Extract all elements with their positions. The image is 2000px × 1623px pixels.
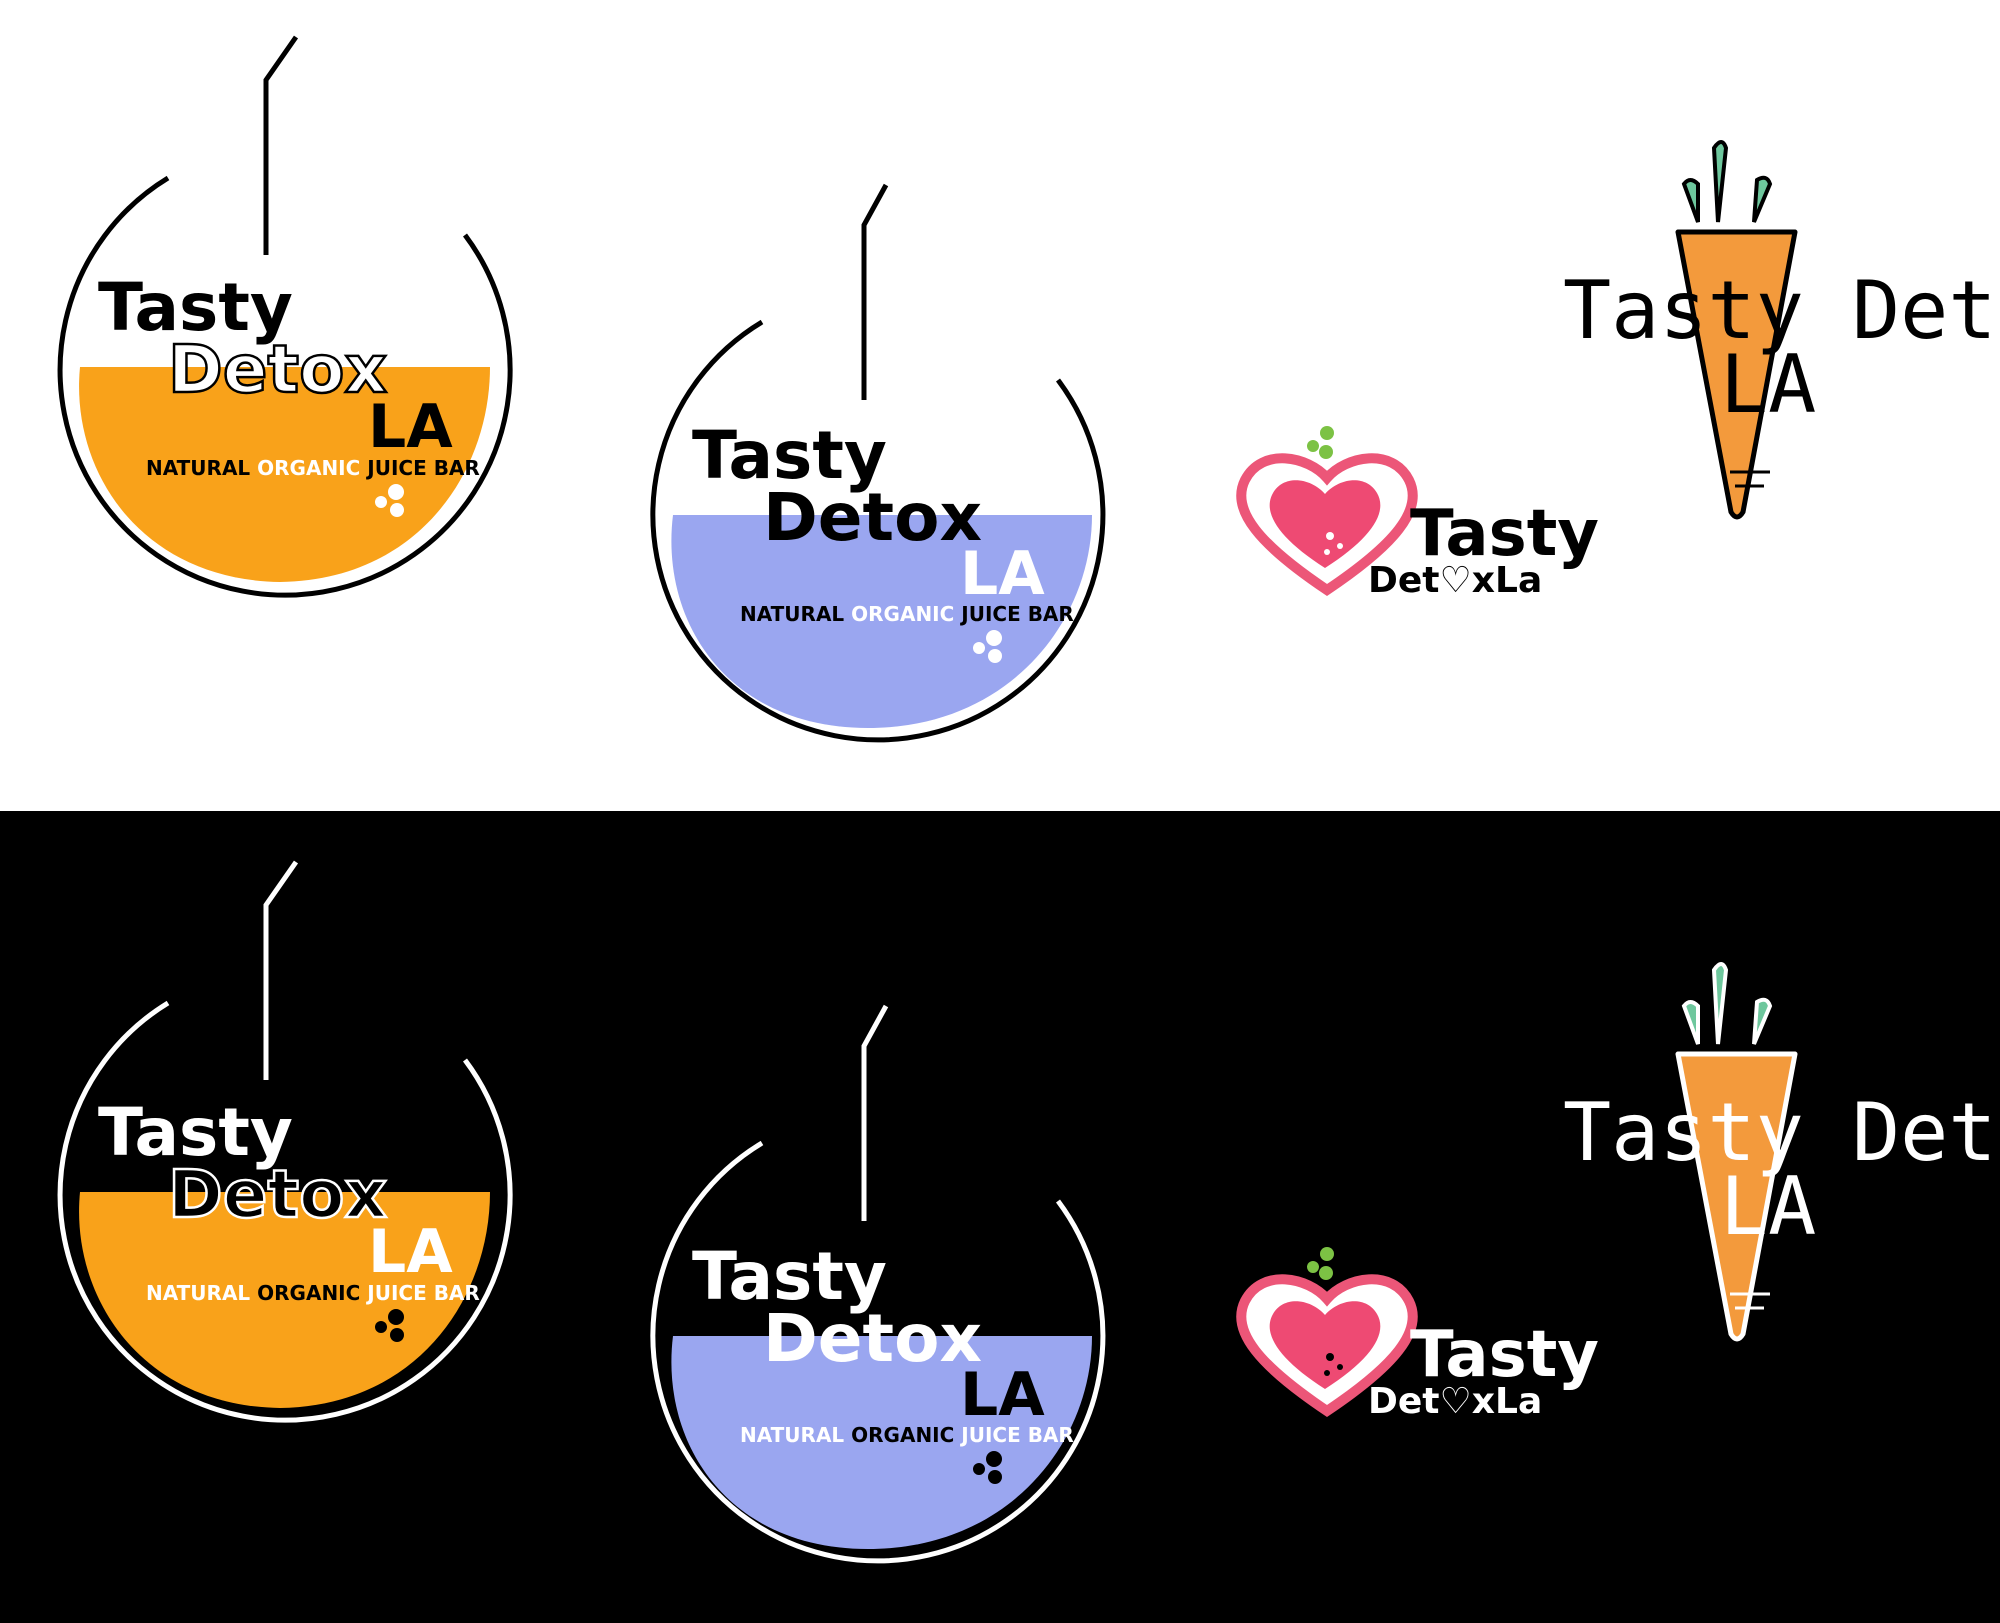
carrot-icon <box>1675 229 1798 520</box>
green-dot-icon <box>1320 1247 1334 1261</box>
light-background-panel: Tasty Detox LA NATURAL ORGANIC JUICE BAR… <box>0 0 2000 811</box>
carrot-logo-line1: Tasty Detox <box>1563 1086 2000 1179</box>
glass-outline <box>650 1140 1106 1564</box>
straw-icon <box>263 35 299 255</box>
leaf-icon <box>1681 1000 1700 1045</box>
logo-word-tasty: Tasty <box>98 1094 293 1171</box>
logo-word-detox: Detox <box>763 1300 982 1377</box>
carrot-line-icon <box>1730 470 1770 488</box>
orange-juice-glass-logo: Tasty Detox LA NATURAL ORGANIC JUICE BAR <box>57 35 513 598</box>
logo-word-detox: Detox <box>763 479 982 556</box>
logo-word-la: LA <box>368 392 453 462</box>
orange-juice-fill <box>79 1192 490 1408</box>
lavender-juice-glass-logo: Tasty Detox LA NATURAL ORGANIC JUICE BAR <box>650 183 1106 743</box>
heart-bubble-icon <box>1324 1370 1330 1376</box>
logo-tagline: NATURAL ORGANIC JUICE BAR <box>740 602 1074 626</box>
heart-bubble-icon <box>1337 543 1343 549</box>
bubbles-icon <box>973 1451 1002 1484</box>
leaf-icon <box>1681 178 1700 223</box>
leaf-icon <box>1711 962 1729 1045</box>
dark-logo-sheet: Tasty Detox LA NATURAL ORGANIC JUICE BAR… <box>57 860 2000 1564</box>
lavender-juice-fill <box>671 515 1092 728</box>
logo-word-la: LA <box>368 1217 453 1287</box>
green-dot-icon <box>1319 445 1333 459</box>
carrot-line-icon <box>1730 1292 1770 1310</box>
logo-word-detox: Detox <box>168 331 387 408</box>
logo-word-tasty: Tasty <box>692 417 887 494</box>
heart-outline-icon <box>1236 453 1418 597</box>
carrot-logo-line2: LA <box>1720 338 1816 431</box>
heart-bubble-icon <box>1326 1353 1334 1361</box>
heart-logo: Tasty Det♡xLa <box>1236 426 1599 601</box>
logo-word-detox: Detox <box>168 1156 387 1233</box>
carrot-logo-line1: Tasty Detox <box>1563 264 2000 357</box>
lavender-juice-glass-logo: Tasty Detox LA NATURAL ORGANIC JUICE BAR <box>650 1004 1106 1564</box>
straw-icon <box>861 1004 889 1221</box>
straw-icon <box>861 183 889 400</box>
orange-juice-fill <box>79 367 490 582</box>
lavender-juice-fill <box>671 1336 1092 1549</box>
heart-logo: Tasty Det♡xLa <box>1236 1247 1599 1422</box>
heart-fill-icon <box>1269 1301 1381 1389</box>
logo-word-tasty: Tasty <box>692 1238 887 1315</box>
logo-word-la: LA <box>960 1360 1045 1430</box>
logo-word-tasty: Tasty <box>98 269 293 346</box>
heart-fill-icon <box>1269 480 1381 568</box>
heart-bubble-icon <box>1326 532 1334 540</box>
carrot-logo-line2: LA <box>1720 1160 1816 1253</box>
green-dot-icon <box>1307 1261 1319 1273</box>
heart-logo-detoxla: Det♡xLa <box>1368 1381 1542 1422</box>
green-dot-icon <box>1307 440 1319 452</box>
carrot-icon <box>1675 1051 1798 1342</box>
green-dot-icon <box>1320 426 1334 440</box>
logo-tagline: NATURAL ORGANIC JUICE BAR <box>146 456 480 480</box>
straw-icon <box>263 860 299 1080</box>
light-logo-sheet: Tasty Detox LA NATURAL ORGANIC JUICE BAR… <box>57 35 2000 743</box>
bubbles-icon <box>375 484 404 517</box>
logo-tagline: NATURAL ORGANIC JUICE BAR <box>740 1423 1074 1447</box>
heart-bubble-icon <box>1337 1364 1343 1370</box>
logo-tagline: NATURAL ORGANIC JUICE BAR <box>146 1281 480 1305</box>
leaf-icon <box>1711 140 1729 223</box>
bubbles-icon <box>973 630 1002 663</box>
heart-logo-word-tasty: Tasty <box>1410 497 1599 571</box>
carrot-logo: Tasty Detox LA <box>1563 140 2000 520</box>
glass-outline <box>650 319 1106 743</box>
glass-outline <box>57 175 513 598</box>
carrot-logo: Tasty Detox LA <box>1563 962 2000 1342</box>
glass-outline <box>57 1000 513 1423</box>
heart-logo-detoxla: Det♡xLa <box>1368 560 1542 601</box>
leaf-icon <box>1752 997 1773 1045</box>
bubbles-icon <box>375 1309 404 1342</box>
logo-word-la: LA <box>960 539 1045 609</box>
orange-juice-glass-logo: Tasty Detox LA NATURAL ORGANIC JUICE BAR <box>57 860 513 1423</box>
green-dot-icon <box>1319 1266 1333 1280</box>
leaf-icon <box>1752 175 1773 223</box>
dark-background-panel: Tasty Detox LA NATURAL ORGANIC JUICE BAR… <box>0 811 2000 1623</box>
heart-bubble-icon <box>1324 549 1330 555</box>
heart-logo-word-tasty: Tasty <box>1410 1318 1599 1392</box>
